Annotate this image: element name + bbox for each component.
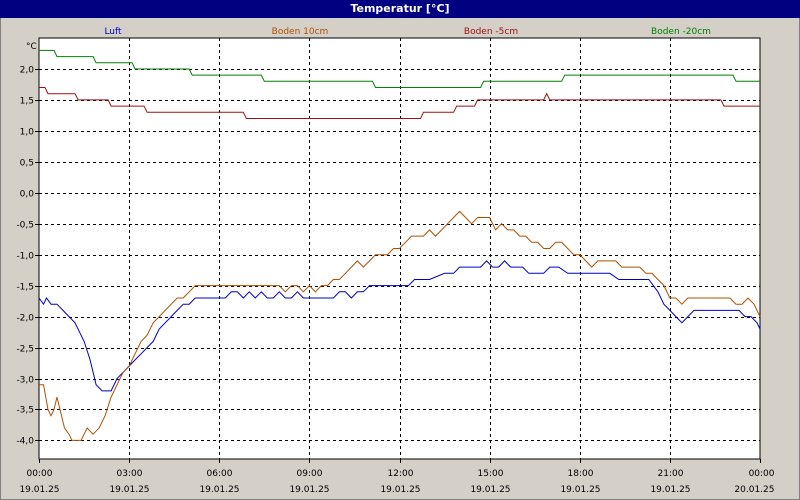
y-tick-label: -2,0	[16, 314, 34, 324]
legend-item: Luft	[104, 27, 122, 37]
x-tick-time: 09:00	[297, 469, 323, 479]
x-tick-date: 19.01.25	[199, 485, 239, 495]
series-line-boden-20cm	[39, 49, 760, 88]
x-tick-date: 19.01.25	[470, 485, 510, 495]
y-tick-label: -3,5	[16, 406, 34, 416]
y-tick-label: 0,5	[20, 159, 34, 169]
x-tick-time: 00:00	[27, 469, 53, 479]
x-tick-date: 19.01.25	[289, 485, 329, 495]
y-axis-unit: °C	[26, 42, 37, 52]
y-tick-label: -4,0	[16, 437, 34, 447]
x-tick-date: 19.01.25	[109, 485, 149, 495]
y-tick-label: -1,5	[16, 283, 34, 293]
x-axis: 00:00 19.01.25 03:00 19.01.25 06:00 19.01.25 0…	[19, 459, 775, 495]
legend-item: Boden 10cm	[272, 27, 329, 37]
y-axis: 2,0 1,5 1,0 0,5 0,0 -0,5 -1,0 -1,5 -2,0 -2,5 -3,0 -…	[16, 66, 39, 447]
x-tick-date: 19.01.25	[560, 485, 600, 495]
y-tick-label: -2,5	[16, 345, 34, 355]
legend: Luft Boden 10cm Boden -5cm Boden -20cm	[104, 27, 711, 37]
legend-item: Boden -20cm	[651, 27, 711, 37]
y-tick-label: 0,0	[20, 190, 35, 200]
x-tick-time: 12:00	[388, 469, 414, 479]
y-tick-label: 1,0	[20, 128, 35, 138]
x-tick-date: 20.01.25	[734, 485, 774, 495]
x-tick-time: 15:00	[478, 469, 504, 479]
x-tick-time: 21:00	[658, 469, 684, 479]
x-tick-date: 19.01.25	[650, 485, 690, 495]
y-tick-label: -3,0	[16, 376, 34, 386]
x-tick-time: 18:00	[568, 469, 594, 479]
y-tick-label: 2,0	[20, 66, 35, 76]
y-tick-label: 1,5	[20, 97, 34, 107]
x-tick-time: 06:00	[207, 469, 233, 479]
series-lines	[38, 49, 761, 441]
y-tick-label: -0,5	[16, 221, 34, 231]
x-tick-time: 00:00	[749, 469, 775, 479]
x-tick-date: 19.01.25	[19, 485, 59, 495]
grid-lines	[39, 38, 760, 459]
series-line-boden-5cm	[39, 87, 760, 119]
x-tick-time: 03:00	[117, 469, 143, 479]
y-tick-label: -1,0	[16, 252, 34, 262]
x-tick-date: 19.01.25	[380, 485, 420, 495]
series-line-luft	[38, 260, 761, 392]
series-line-boden-10cm	[39, 210, 761, 441]
window-title: Temperatur [°C]	[0, 0, 800, 18]
legend-item: Boden -5cm	[464, 27, 518, 37]
